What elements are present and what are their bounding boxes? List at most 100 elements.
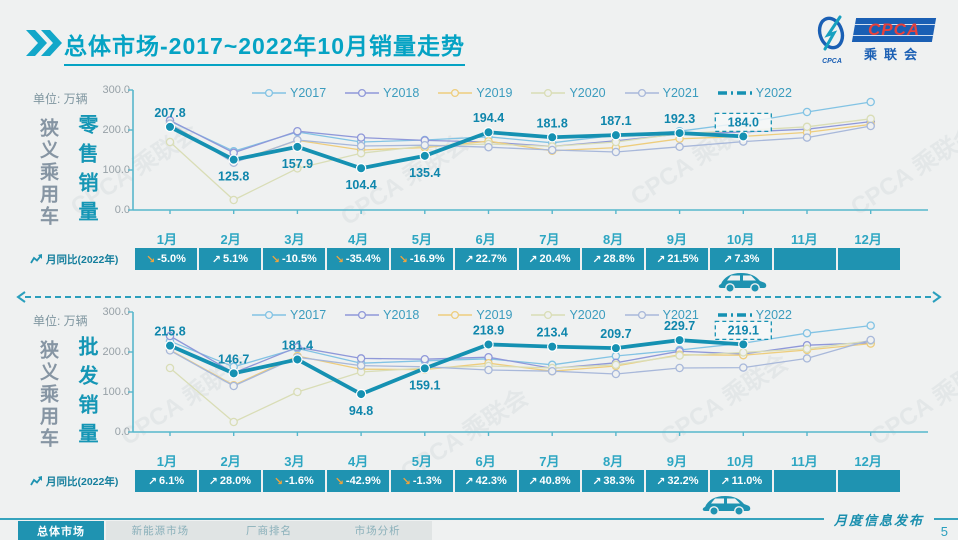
data-label: 157.9 (282, 157, 313, 171)
data-label: 184.0 (728, 115, 759, 129)
mom-row-label-wholesale: 月同比(2022年) (30, 474, 118, 489)
data-label: 192.3 (664, 112, 695, 126)
tab-manufacturer-ranking[interactable]: 厂商排名 (246, 525, 292, 537)
data-label: 181.4 (282, 338, 313, 352)
legend-marker-icon (624, 310, 659, 320)
mom-row-retail: ↘ -5.0% ↗ 5.1% ↘ -10.5% ↘ -35.4% ↘ -16.9% ↗ 22.7% ↗ 2… (135, 248, 901, 270)
month-tick-label: 7月 (539, 454, 560, 469)
month-tick-label: 4月 (348, 454, 369, 469)
footer-tabs: 新能源市场 厂商排名 市场分析 (106, 521, 432, 540)
trend-down-icon: ↘ (273, 475, 284, 488)
mom-value: -1.6% (285, 475, 314, 487)
mom-cell: ↗ 22.7% (454, 248, 517, 270)
mom-cell: ↗ 21.5% (646, 248, 709, 270)
mom-cell: ↘ -1.6% (262, 470, 325, 492)
trend-down-icon: ↘ (334, 253, 344, 266)
data-label: 215.8 (154, 325, 185, 339)
mom-value: 28.8% (603, 253, 635, 265)
month-tick-label: 11月 (791, 232, 818, 247)
mom-cell: ↗ 28.0% (198, 470, 261, 492)
footer-divider (0, 518, 958, 520)
mom-cell: ↗ 40.8% (518, 470, 581, 492)
mom-cell: ↘ -5.0% (135, 248, 197, 270)
data-label: 94.8 (349, 404, 373, 418)
y-tick: 100.0 (102, 164, 130, 176)
y-tick: 200.0 (102, 346, 130, 358)
y-tick: 0.0 (114, 426, 130, 438)
mom-value: -35.4% (345, 253, 381, 265)
mom-value: 21.5% (667, 253, 699, 265)
mom-value: -16.9% (409, 253, 445, 265)
month-tick-label: 2月 (220, 454, 241, 469)
month-tick-label: 5月 (411, 454, 432, 469)
legend-item-y2019: Y2019 (438, 308, 512, 322)
mom-cell: ↗ 20.4% (518, 248, 581, 270)
legend-item-y2021: Y2021 (624, 86, 699, 100)
y-tick: 300.0 (102, 306, 130, 318)
mom-cell: ↗ 42.3% (454, 470, 517, 492)
mom-cell: ↗ 38.3% (582, 470, 645, 492)
cpca-emblem-caption: CPCA (822, 58, 842, 65)
legend-item-y2017: Y2017 (252, 86, 326, 100)
trend-up-icon: ↗ (656, 253, 666, 266)
cpca-logo: CPCA CPCA 乘联会 (814, 13, 942, 67)
mom-value: 20.4% (539, 253, 571, 265)
tab-market-analysis[interactable]: 市场分析 (354, 525, 401, 537)
mom-value: 22.7% (475, 253, 507, 265)
trend-up-icon: ↗ (592, 253, 602, 266)
mom-value: -42.9% (345, 475, 381, 487)
tab-overall-market[interactable]: 总体市场 (18, 521, 104, 540)
trend-up-icon: ↗ (656, 475, 666, 488)
legend-item-y2019: Y2019 (438, 86, 512, 100)
legend-label: Y2020 (569, 86, 606, 100)
mom-cell: ↗ 6.1% (135, 470, 197, 492)
page-title: 总体市场-2017~2022年10月销量走势 (64, 27, 466, 66)
trend-down-icon: ↘ (398, 253, 408, 266)
data-label: 135.4 (409, 166, 440, 180)
measure-label-wholesale: 批发销量 (75, 336, 97, 452)
trend-down-icon: ↘ (270, 253, 280, 266)
legend-marker-icon (531, 88, 566, 98)
legend-retail: Y2017 Y2018 Y2019 Y2020 Y2021 Y2022 (252, 86, 792, 100)
trend-down-icon: ↘ (145, 253, 156, 266)
month-tick-label: 5月 (411, 232, 432, 247)
mom-cell: ↘ -10.5% (262, 248, 325, 270)
month-tick-label: 8月 (603, 232, 624, 247)
mom-cell (774, 470, 837, 492)
legend-marker-icon (345, 88, 380, 98)
y-axis-ticks-wholesale: 300.0 200.0 100.0 0.0 (90, 306, 130, 438)
data-label: 207.8 (154, 106, 185, 120)
cpca-wordmark: CPCA (851, 17, 937, 42)
mom-value: -5.0% (157, 253, 186, 265)
legend-marker-icon (345, 310, 380, 320)
mom-cell: ↘ -16.9% (390, 248, 453, 270)
month-axis-wholesale: 1月 2月 3月 4月 5月 6月 7月 8月 9月 10月 11月 12月 (135, 451, 900, 470)
trend-up-icon: ↗ (464, 475, 474, 488)
month-tick-label: 12月 (854, 232, 882, 247)
month-tick-label: 3月 (284, 232, 305, 247)
page-number: 5 (940, 524, 948, 539)
month-tick-label: 3月 (284, 454, 305, 469)
legend-wholesale: Y2017 Y2018 Y2019 Y2020 Y2021 Y2022 (252, 308, 792, 322)
legend-marker-icon (717, 91, 752, 95)
tab-nev-market[interactable]: 新能源市场 (131, 525, 190, 537)
legend-marker-icon (717, 313, 752, 317)
mom-value: 6.1% (159, 475, 185, 487)
data-label: 187.1 (600, 114, 631, 128)
mom-cell: ↗ 7.3% (710, 248, 773, 270)
data-label: 219.1 (728, 323, 759, 337)
trend-up-icon: ↗ (211, 253, 221, 266)
legend-label: Y2018 (383, 86, 420, 100)
legend-item-y2022: Y2022 (717, 308, 792, 322)
legend-label: Y2022 (755, 86, 792, 100)
category-label-retail: 狭义乘用车 (37, 118, 58, 228)
legend-marker-icon (531, 310, 566, 320)
trend-up-icon: ↗ (464, 253, 474, 266)
section-divider-arrow (15, 290, 943, 308)
trend-up-icon: ↗ (208, 475, 218, 488)
wholesale-plot-svg: 215.8 146.7 181.4 94.8 159.1 218.9 213.4 209.7 2… (128, 311, 928, 436)
month-tick-label: 1月 (156, 232, 177, 247)
trend-up-icon: ↗ (720, 475, 730, 488)
legend-item-y2021: Y2021 (624, 308, 699, 322)
trend-up-icon: ↗ (528, 475, 538, 488)
